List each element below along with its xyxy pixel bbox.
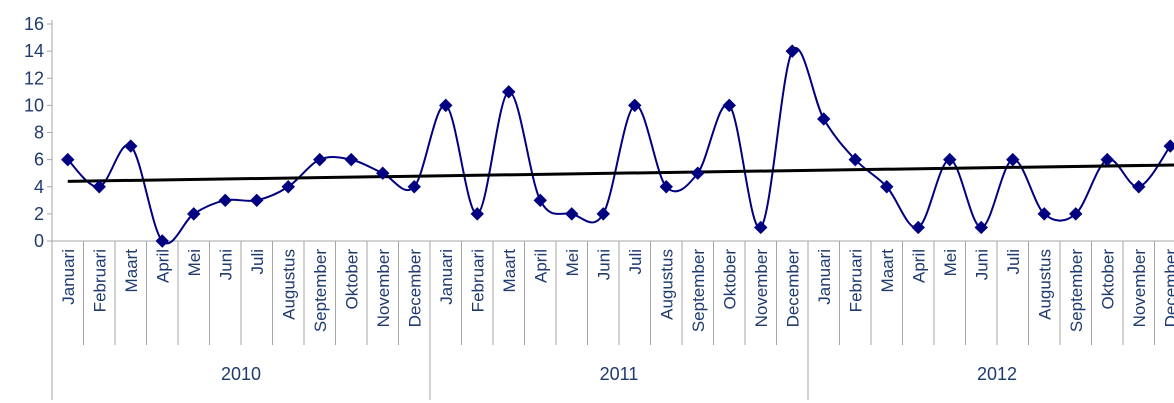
x-tick-label: Januari	[437, 249, 456, 305]
data-point-marker	[848, 152, 862, 167]
data-point-marker	[470, 207, 484, 221]
x-tick-label: Januari	[59, 249, 78, 305]
data-point-marker	[880, 180, 894, 194]
y-tick-label: 12	[24, 68, 44, 88]
x-tick-label: Maart	[878, 249, 897, 293]
y-tick-label: 14	[24, 41, 44, 61]
trendline	[67, 163, 1174, 183]
y-tick-label: 0	[34, 231, 44, 251]
data-point-marker	[628, 98, 642, 113]
data-point-marker	[1069, 207, 1083, 221]
x-tick-label: Maart	[500, 249, 519, 293]
series-line	[67, 47, 1172, 245]
y-tick-label: 2	[34, 204, 44, 224]
x-tick-label: Juni	[594, 249, 613, 280]
data-point-marker	[61, 152, 75, 167]
data-point-marker	[533, 193, 547, 208]
data-point-marker	[1006, 152, 1020, 167]
data-point-marker	[250, 193, 264, 208]
y-tick-label: 10	[24, 95, 44, 115]
data-point-marker	[974, 220, 988, 235]
x-tick-label: Oktober	[342, 249, 361, 310]
x-tick-label: Mei	[185, 249, 204, 276]
data-point-marker	[754, 220, 768, 235]
group-label: 2010	[221, 364, 261, 384]
data-point-marker	[911, 220, 925, 235]
data-point-marker	[943, 152, 957, 167]
data-point-marker	[407, 180, 421, 194]
data-point-marker	[313, 152, 327, 167]
data-point-marker	[1100, 152, 1114, 167]
x-tick-label: Oktober	[720, 249, 739, 310]
x-tick-label: September	[689, 249, 708, 332]
x-tick-label: April	[909, 249, 928, 283]
x-tick-label: September	[311, 249, 330, 332]
x-tick-label: September	[1067, 249, 1086, 332]
data-point-marker	[1037, 207, 1051, 221]
data-point-marker	[1163, 139, 1174, 153]
x-tick-label: April	[531, 249, 550, 283]
x-tick-label: April	[153, 249, 172, 283]
data-point-marker	[817, 112, 831, 126]
x-tick-label: Januari	[815, 249, 834, 305]
data-point-marker	[785, 44, 799, 58]
x-tick-label: Februari	[90, 249, 109, 312]
x-tick-label: Augustus	[1035, 249, 1054, 320]
data-point-marker	[565, 207, 579, 221]
x-tick-label: December	[783, 249, 802, 328]
data-point-marker	[596, 207, 610, 221]
x-tick-label: Juni	[216, 249, 235, 280]
x-tick-label: Juni	[972, 249, 991, 280]
x-tick-label: Juli	[626, 249, 645, 275]
data-point-marker	[92, 180, 106, 194]
x-tick-label: Augustus	[279, 249, 298, 320]
group-label: 2012	[977, 364, 1017, 384]
data-point-marker	[376, 166, 390, 180]
x-tick-label: Maart	[122, 249, 141, 293]
x-tick-label: December	[1161, 249, 1174, 328]
data-point-marker	[218, 193, 232, 208]
y-tick-label: 8	[34, 123, 44, 143]
data-point-marker	[691, 166, 705, 180]
y-tick-label: 16	[24, 14, 44, 34]
x-tick-label: Mei	[563, 249, 582, 276]
data-point-marker	[439, 98, 453, 113]
x-tick-label: Februari	[846, 249, 865, 312]
x-tick-label: Oktober	[1098, 249, 1117, 310]
x-tick-label: Augustus	[657, 249, 676, 320]
x-tick-label: Februari	[468, 249, 487, 312]
data-point-marker	[1132, 180, 1146, 194]
x-tick-label: November	[752, 249, 771, 328]
x-tick-label: Juli	[248, 249, 267, 275]
data-point-marker	[659, 180, 673, 194]
y-tick-label: 4	[34, 177, 44, 197]
data-point-marker	[502, 85, 516, 99]
x-tick-label: Juli	[1004, 249, 1023, 275]
x-tick-label: December	[405, 249, 424, 328]
data-point-marker	[187, 207, 201, 221]
x-tick-label: Mei	[941, 249, 960, 276]
data-point-marker	[281, 180, 295, 194]
data-point-marker	[722, 98, 736, 113]
y-tick-label: 6	[34, 150, 44, 170]
group-label: 2011	[600, 364, 639, 384]
data-point-marker	[155, 234, 169, 248]
data-point-marker	[124, 139, 138, 153]
x-tick-label: November	[374, 249, 393, 328]
data-point-marker	[344, 152, 358, 167]
x-tick-label: November	[1130, 249, 1149, 328]
